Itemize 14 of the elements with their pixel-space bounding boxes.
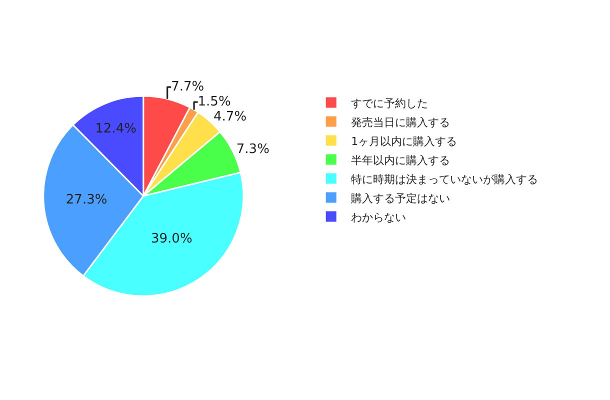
legend-label: 1ヶ月以内に購入する (351, 134, 458, 148)
data-label: 1.5% (198, 94, 231, 110)
data-label: 7.7% (171, 80, 204, 95)
legend-label: 特に時期は決まっていないが購入する (351, 172, 538, 186)
data-label: 7.3% (236, 142, 270, 157)
legend-label: 発売当日に購入する (351, 116, 450, 129)
data-label: 4.7% (214, 110, 247, 125)
legend-label: わからない (351, 210, 406, 224)
data-label: 39.0% (151, 232, 192, 247)
legend-label: 半年以内に購入する (351, 154, 450, 167)
data-label: 12.4% (95, 121, 136, 136)
legend-label: 購入する予定はない (351, 192, 450, 205)
data-label: 27.3% (66, 192, 108, 208)
legend-label: すでに予約した (351, 96, 428, 110)
